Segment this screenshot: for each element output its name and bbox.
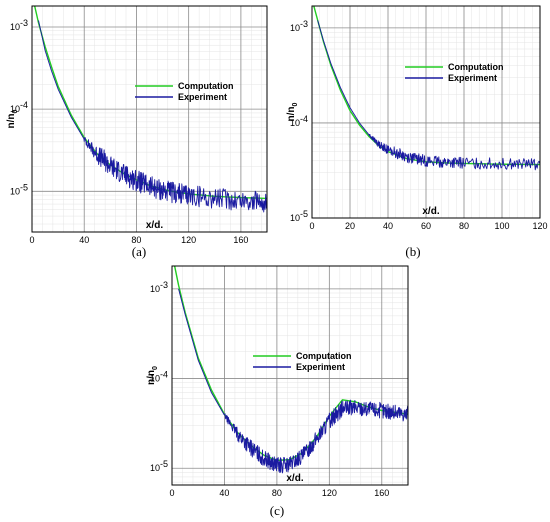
x-tick-label: 100 xyxy=(494,221,509,231)
x-tick-label: 80 xyxy=(459,221,469,231)
y-tick-exponent: -5 xyxy=(300,209,308,219)
x-tick-label: 120 xyxy=(322,488,337,498)
series-group xyxy=(313,6,540,171)
y-axis-label: n/n0 xyxy=(146,366,159,385)
series-group xyxy=(173,266,408,474)
legend-label-experiment: Experiment xyxy=(178,92,227,102)
x-tick-label: 120 xyxy=(532,221,547,231)
x-tick-label: 40 xyxy=(219,488,229,498)
y-tick-label: 10 xyxy=(10,186,20,196)
x-tick-label: 0 xyxy=(169,488,174,498)
y-tick-label: 10 xyxy=(290,118,300,128)
x-tick-label: 40 xyxy=(383,221,393,231)
y-tick-exponent: -4 xyxy=(20,100,28,110)
axes-frame xyxy=(311,5,541,219)
series-line-experiment xyxy=(178,288,408,474)
panel-caption: (c) xyxy=(270,503,284,518)
panel-caption: (a) xyxy=(132,244,146,259)
y-tick-label: 10 xyxy=(10,22,20,32)
y-tick-label: 10 xyxy=(10,104,20,114)
series-group xyxy=(33,6,267,213)
legend-label-computation: Computation xyxy=(178,81,234,91)
legend-label-computation: Computation xyxy=(296,351,352,361)
series-line-experiment xyxy=(38,20,267,213)
x-tick-label: 160 xyxy=(233,235,248,245)
y-tick-label: 10 xyxy=(290,23,300,33)
series-line-experiment xyxy=(317,20,540,171)
y-tick-label: 10 xyxy=(150,463,160,473)
y-tick-exponent: -3 xyxy=(160,280,168,290)
y-tick-label: 10 xyxy=(290,213,300,223)
x-axis-label: x/d. xyxy=(286,473,303,484)
y-axis-label: n/n0 xyxy=(286,102,299,121)
major-grid xyxy=(171,266,408,485)
legend-label-experiment: Experiment xyxy=(448,73,497,83)
y-tick-exponent: -4 xyxy=(300,114,308,124)
x-tick-label: 40 xyxy=(79,235,89,245)
y-tick-exponent: -3 xyxy=(300,19,308,29)
y-tick-label: 10 xyxy=(150,374,160,384)
x-tick-label: 20 xyxy=(345,221,355,231)
x-tick-label: 80 xyxy=(131,235,141,245)
legend-label-experiment: Experiment xyxy=(296,362,345,372)
y-axis-label: n/n0 xyxy=(6,109,19,128)
x-tick-label: 80 xyxy=(272,488,282,498)
y-tick-exponent: -3 xyxy=(20,18,28,28)
legend-label-computation: Computation xyxy=(448,62,504,72)
x-axis-label: x/d. xyxy=(422,206,439,217)
y-tick-exponent: -5 xyxy=(20,182,28,192)
plot-area xyxy=(172,266,408,485)
axes-frame xyxy=(31,5,268,233)
y-tick-exponent: -4 xyxy=(160,370,168,380)
axes-frame xyxy=(171,265,409,486)
y-tick-exponent: -5 xyxy=(160,459,168,469)
x-tick-label: 160 xyxy=(374,488,389,498)
panel-caption: (b) xyxy=(405,244,420,259)
x-tick-label: 120 xyxy=(181,235,196,245)
x-axis-label: x/d. xyxy=(146,220,163,231)
x-tick-label: 0 xyxy=(309,221,314,231)
y-tick-label: 10 xyxy=(150,284,160,294)
x-tick-label: 60 xyxy=(421,221,431,231)
x-tick-label: 0 xyxy=(29,235,34,245)
